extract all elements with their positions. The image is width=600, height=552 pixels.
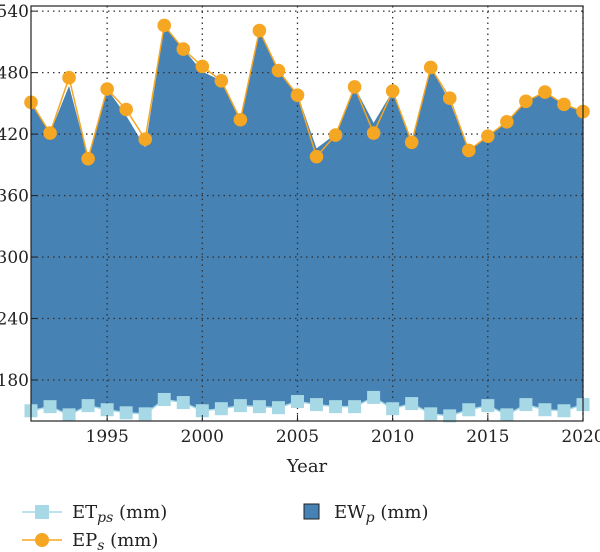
etps-marker xyxy=(157,392,171,406)
eps-marker xyxy=(557,97,571,112)
legend: ETps (mm) EPs (mm) EWp (mm) xyxy=(22,502,429,552)
etps-marker xyxy=(367,390,381,404)
legend-ewp-swatch xyxy=(303,503,320,520)
etps-marker xyxy=(176,396,190,410)
x-tick-label: 2010 xyxy=(371,427,414,447)
etps-marker xyxy=(386,402,400,416)
eps-marker xyxy=(233,112,248,127)
etps-marker xyxy=(557,404,571,418)
etps-marker xyxy=(62,408,76,422)
etps-marker xyxy=(100,403,114,417)
eps-marker xyxy=(119,102,133,117)
etps-marker xyxy=(462,403,476,417)
eps-marker xyxy=(538,85,552,99)
eps-marker xyxy=(43,126,57,140)
eps-marker xyxy=(271,63,286,78)
etps-marker xyxy=(500,408,514,422)
etps-marker xyxy=(481,399,495,413)
y-tick-label: 360 xyxy=(0,187,29,207)
etps-marker xyxy=(81,399,95,413)
legend-eps-label: EPs (mm) xyxy=(72,530,158,552)
etps-marker xyxy=(214,402,228,416)
eps-marker xyxy=(385,84,400,98)
eps-marker xyxy=(290,88,305,102)
legend-etps-label: ETps (mm) xyxy=(72,502,167,526)
etps-marker xyxy=(252,400,266,414)
y-tick-label: 240 xyxy=(0,310,29,330)
eps-marker xyxy=(195,59,210,74)
eps-marker xyxy=(309,149,324,164)
etps-marker xyxy=(233,399,247,413)
y-tick-label: 300 xyxy=(0,248,29,268)
eps-marker xyxy=(138,132,153,147)
etps-marker xyxy=(195,404,209,418)
etps-marker xyxy=(538,403,552,417)
y-tick-label: 180 xyxy=(0,371,29,391)
eps-marker xyxy=(481,129,495,143)
eps-marker xyxy=(214,74,229,88)
eps-marker xyxy=(100,82,114,96)
plot-frame xyxy=(30,5,584,422)
eps-marker xyxy=(423,60,438,75)
eps-marker xyxy=(157,18,172,33)
plot-border xyxy=(30,5,584,422)
etps-marker xyxy=(119,406,133,420)
eps-marker xyxy=(442,91,457,106)
etps-marker xyxy=(329,400,343,414)
etps-marker xyxy=(519,398,533,412)
eps-marker xyxy=(500,114,514,129)
eps-marker xyxy=(366,126,381,140)
grid-layer xyxy=(31,6,584,421)
legend-ewp-label: EWp (mm) xyxy=(334,502,429,526)
eps-marker xyxy=(252,23,267,38)
eps-marker xyxy=(404,135,419,150)
x-tick-label: 2005 xyxy=(276,427,319,447)
x-tick-label: 2000 xyxy=(181,427,224,447)
line-layer xyxy=(24,18,590,423)
eps-marker xyxy=(347,80,362,94)
etps-marker xyxy=(290,395,304,409)
x-tick-label: 1995 xyxy=(86,427,129,447)
legend-etps-marker xyxy=(35,505,49,519)
eps-marker xyxy=(328,128,343,142)
x-tick-label: 2015 xyxy=(466,427,509,447)
etps-marker xyxy=(424,407,438,421)
etps-marker xyxy=(348,400,362,414)
eps-marker xyxy=(519,94,533,109)
y-tick-label: 420 xyxy=(0,125,29,145)
y-tick-label: 480 xyxy=(0,64,29,84)
eps-marker xyxy=(176,42,191,56)
etps-marker xyxy=(310,398,324,412)
x-axis-title: Year xyxy=(286,456,328,477)
eps-marker xyxy=(62,70,76,85)
y-tick-label: 540 xyxy=(0,2,29,22)
legend-eps-marker xyxy=(35,533,49,547)
etps-marker xyxy=(271,401,285,415)
eps-marker xyxy=(461,143,476,158)
etps-marker xyxy=(405,397,419,411)
x-tick-label: 2020 xyxy=(561,427,600,447)
tick-layer: 180 240 300 360 420 480 540 1995 2000 2005 2010 201… xyxy=(0,2,600,447)
etps-marker xyxy=(138,407,152,421)
eps-marker xyxy=(81,151,95,166)
etps-marker xyxy=(443,409,457,423)
etps-marker xyxy=(43,400,57,414)
